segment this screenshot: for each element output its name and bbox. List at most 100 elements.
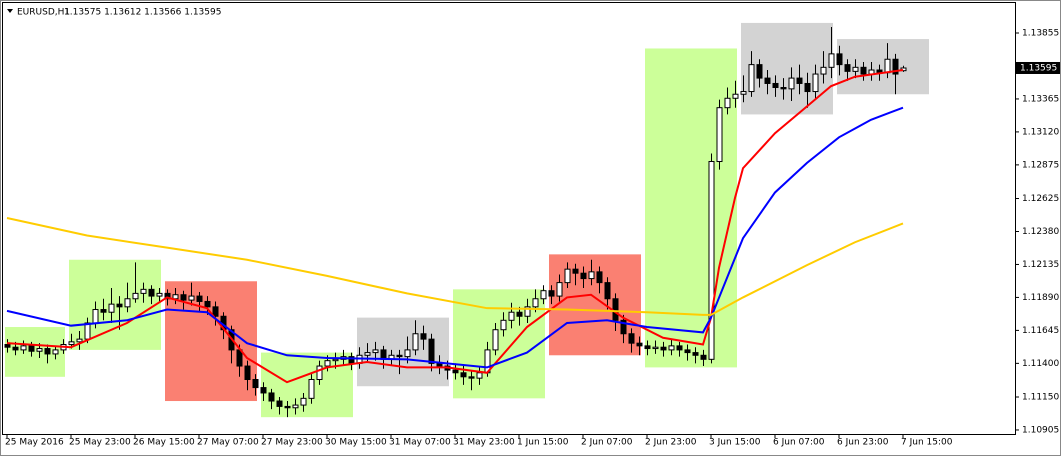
candle-body (772, 82, 779, 89)
candle-body (28, 345, 35, 352)
candle-body (332, 358, 339, 362)
candle-body (580, 272, 587, 280)
price-label: 1.13595 (1020, 63, 1057, 73)
candle-body (524, 306, 531, 317)
candle-body (820, 66, 827, 75)
zone (645, 48, 737, 368)
candle-body (204, 300, 211, 308)
candle-body (588, 271, 595, 280)
moving-average (6, 69, 904, 384)
candle-body (12, 346, 19, 351)
candle-body (140, 288, 147, 294)
candle-body (404, 349, 411, 358)
price-label-box (1016, 61, 1060, 74)
candle-body (132, 292, 139, 300)
candle-body (188, 295, 195, 301)
y-tick-label: 1.13855 (1022, 29, 1059, 39)
x-tick-label: 25 May 23:00 (69, 438, 131, 448)
candle-body (172, 294, 179, 300)
candle-body (476, 372, 483, 379)
zone (453, 289, 545, 399)
candle-body (596, 271, 603, 284)
candle-body (692, 352, 699, 356)
y-tick-label: 1.13365 (1022, 94, 1059, 104)
candle-body (452, 369, 459, 374)
candle-body (180, 294, 187, 301)
y-tick-label: 1.10905 (1022, 425, 1059, 435)
candle-body (124, 298, 131, 308)
candle-body (76, 338, 83, 343)
candle-body (740, 91, 747, 95)
candle-body (92, 309, 99, 324)
candle-body (732, 93, 739, 99)
candle-body (324, 360, 331, 367)
candle-body (756, 64, 763, 79)
candle-body (700, 354, 707, 360)
y-tick-label: 1.11890 (1022, 293, 1059, 303)
candle-body (100, 309, 107, 313)
candle-body (508, 311, 515, 321)
x-tick-label: 1 Jun 15:00 (517, 438, 569, 448)
candle-body (812, 73, 819, 93)
candle-body (196, 295, 203, 302)
candle-body (660, 346, 667, 351)
candle-body (372, 349, 379, 354)
axes: 1.10905 1.11150 1.11400 1.11645 1.11890 1.121… (5, 29, 1060, 448)
candle-body (676, 345, 683, 351)
candle-body (284, 405, 291, 409)
candle-body (828, 53, 835, 68)
candle-body (36, 348, 43, 352)
candle-body (244, 365, 251, 381)
candle-body (116, 303, 123, 308)
candle-body (156, 292, 163, 297)
candle-body (684, 349, 691, 354)
candle-body (724, 97, 731, 109)
candle-body (612, 298, 619, 321)
candle-body (852, 66, 859, 72)
y-tick-label: 1.12625 (1022, 194, 1059, 204)
candle-body (556, 282, 563, 297)
candle-body (20, 345, 27, 351)
candle-body (212, 306, 219, 317)
y-tick-label: 1.11150 (1022, 392, 1059, 402)
candle-body (532, 298, 539, 308)
candle-body (604, 282, 611, 300)
x-tick-label: 3 Jun 15:00 (709, 438, 761, 448)
candle-body (836, 53, 843, 66)
candle-body (276, 400, 283, 407)
candle-body (412, 333, 419, 351)
candles (4, 26, 907, 418)
x-tick-label: 30 May 15:00 (325, 438, 387, 448)
candle-body (548, 290, 555, 297)
x-tick-label: 27 May 07:00 (197, 438, 259, 448)
candle-body (516, 311, 523, 317)
candle-body (308, 379, 315, 399)
candle-body (292, 404, 299, 409)
y-tick-label: 1.12875 (1022, 160, 1059, 170)
candle-body (68, 341, 75, 346)
x-tick-label: 26 May 15:00 (133, 438, 195, 448)
x-tick-label: 6 Jun 07:00 (773, 438, 825, 448)
x-tick-label: 27 May 23:00 (261, 438, 323, 448)
x-tick-label: 31 May 23:00 (453, 438, 515, 448)
ohlc-header: 1.13575 1.13612 1.13566 1.13595 (64, 8, 221, 18)
candle-body (260, 387, 267, 394)
y-tick-label: 1.11400 (1022, 359, 1059, 369)
candle-body (84, 322, 91, 340)
zone (261, 352, 353, 418)
candle-body (52, 349, 59, 355)
candle-body (420, 333, 427, 340)
candle-body (780, 87, 787, 90)
candle-body (460, 372, 467, 378)
menu-arrow[interactable] (7, 9, 13, 13)
x-tick-label: 2 Jun 07:00 (581, 438, 633, 448)
candle-body (572, 268, 579, 274)
x-tick-label: 6 Jun 23:00 (837, 438, 889, 448)
zone (741, 22, 833, 115)
candle-body (716, 107, 723, 163)
candle-body (44, 348, 51, 355)
candle-body (788, 77, 795, 90)
candle-body (492, 329, 499, 351)
candle-body (252, 379, 259, 389)
